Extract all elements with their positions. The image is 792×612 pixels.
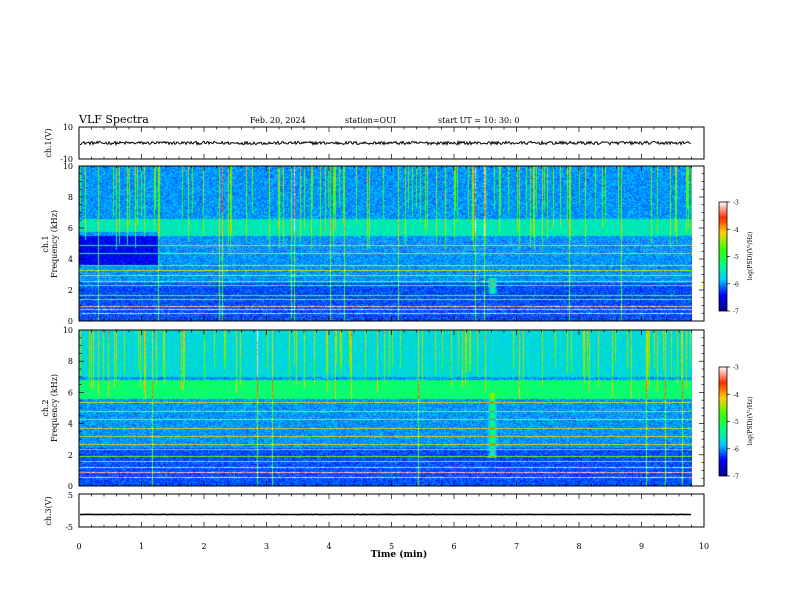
colorbar-tick-label: -6: [733, 281, 739, 288]
ch2-spectrogram-panel: 0 2 4 6 8 10 ch.2 Frequency (kHz): [41, 326, 705, 491]
x-tick-label: 0: [76, 542, 81, 551]
x-tick-label: 6: [451, 542, 456, 551]
chart-title: VLF Spectra: [78, 113, 149, 126]
ch1-waveform-line: [80, 139, 692, 147]
x-tick-label: 10: [699, 542, 709, 551]
ch1-waveform-panel: 10 -10 ch.1(V): [44, 123, 705, 164]
ch1-waveform-ylabel: ch.1(V): [44, 128, 53, 157]
ch1-colorbar: -3 -4 -5 -6 -7 log(PSD)(V²/Hz): [718, 200, 754, 316]
colorbar-tick-label: -6: [733, 446, 739, 453]
x-tick-label: 8: [576, 542, 581, 551]
y-tick-label: 8: [68, 357, 73, 366]
ch2-spectrogram-image: [79, 330, 692, 486]
x-tick-label: 5: [389, 542, 394, 551]
ch1-ytick-top: 10: [63, 123, 73, 132]
ch1-colorbar-label: log(PSD)(V²/Hz): [747, 232, 754, 281]
y-tick-label: 2: [68, 451, 73, 460]
x-tick-label: 9: [639, 542, 644, 551]
colorbar-tick-label: -4: [733, 392, 739, 399]
ch2-spectrogram-ylabel: Frequency (kHz): [50, 374, 59, 442]
x-axis-tick-labels: 0 1 2 3 4 5 6 7 8 9 10: [76, 542, 709, 551]
x-tick-label: 3: [264, 542, 269, 551]
y-tick-label: 2: [68, 286, 73, 295]
ch1-spectrogram-ytick-labels: 0 2 4 6 8 10: [63, 162, 73, 326]
y-tick-label: 10: [63, 326, 73, 335]
colorbar-tick-label: -7: [733, 474, 739, 481]
ch2-spectrogram-ticks: [78, 329, 705, 487]
ch1-spectrogram-ylabel: Frequency (kHz): [50, 210, 59, 278]
start-ut-label: start UT = 10: 30: 0: [438, 116, 519, 125]
x-axis-label: Time (min): [371, 549, 428, 560]
y-tick-label: 6: [68, 388, 73, 397]
ch3-waveform-panel: 5 -5 ch.3(V): [44, 491, 705, 532]
y-tick-label: 0: [68, 317, 73, 326]
date-label: Feb. 20, 2024: [250, 116, 306, 125]
y-tick-label: 0: [68, 482, 73, 491]
ch1-ytick-bottom: -10: [60, 155, 73, 164]
ch1-spectrogram-channel-label: ch.1: [41, 235, 50, 252]
ch1-spectrogram-panel: 0 2 4 6 8 10 ch.1 Frequency (kHz): [41, 162, 705, 326]
x-tick-label: 4: [326, 542, 331, 551]
ch2-colorbar-ticks: -3 -4 -5 -6 -7: [727, 365, 739, 481]
ch3-waveform-ylabel: ch.3(V): [44, 496, 53, 525]
colorbar-tick-label: -5: [733, 419, 739, 426]
ch1-waveform-ticks: [78, 127, 705, 159]
ch2-spectrogram-ytick-labels: 0 2 4 6 8 10: [63, 326, 73, 491]
ch3-waveform-frame: [78, 493, 705, 528]
ch2-colorbar: -3 -4 -5 -6 -7 log(PSD)(V²/Hz): [718, 365, 754, 481]
colorbar-tick-label: -3: [733, 200, 739, 207]
station-label: station=OUI: [345, 116, 396, 125]
ch2-colorbar-label: log(PSD)(V²/Hz): [747, 397, 754, 446]
colorbar-tick-label: -7: [733, 309, 739, 316]
ch2-spectrogram-channel-label: ch.2: [41, 399, 50, 416]
ch3-waveform-ticks: [78, 494, 705, 527]
ch3-ytick-bottom: -5: [65, 523, 73, 532]
x-tick-label: 1: [139, 542, 144, 551]
y-tick-label: 4: [68, 255, 73, 264]
ch2-colorbar-gradient: [718, 366, 728, 477]
y-tick-label: 10: [63, 162, 73, 171]
colorbar-tick-label: -5: [733, 254, 739, 261]
y-tick-label: 6: [68, 224, 73, 233]
ch1-spectrogram-ticks: [78, 165, 705, 322]
ch1-colorbar-gradient: [718, 201, 728, 312]
ch3-ytick-top: 5: [68, 491, 73, 500]
colorbar-tick-label: -3: [733, 365, 739, 372]
x-tick-label: 2: [201, 542, 206, 551]
ch1-colorbar-ticks: -3 -4 -5 -6 -7: [727, 200, 739, 316]
x-tick-label: 7: [514, 542, 519, 551]
y-tick-label: 4: [68, 420, 73, 429]
colorbar-tick-label: -4: [733, 227, 739, 234]
y-tick-label: 8: [68, 193, 73, 202]
ch1-spectrogram-image: [79, 166, 692, 321]
